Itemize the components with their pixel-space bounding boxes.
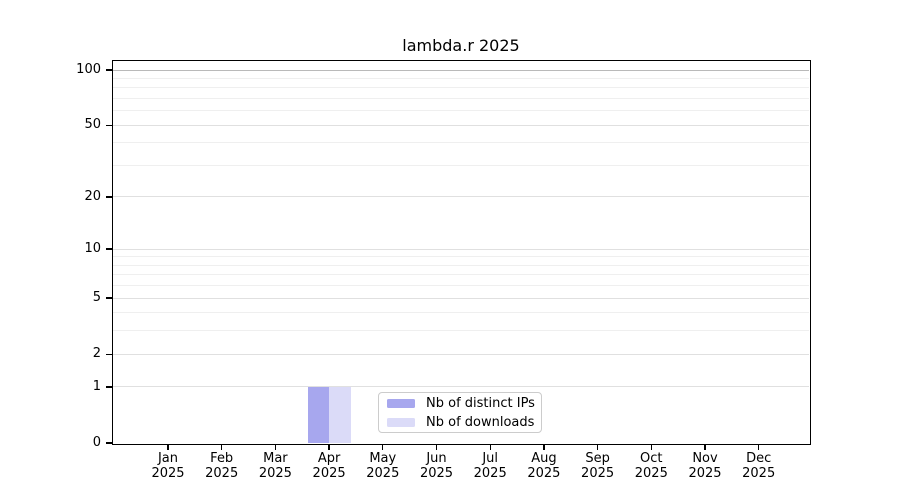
x-tick-year: 2025 bbox=[366, 466, 400, 481]
gridline-y-60 bbox=[113, 110, 809, 112]
y-tick-20 bbox=[106, 196, 112, 198]
x-tick-month: Aug bbox=[531, 451, 557, 466]
x-tick-month: Jul bbox=[482, 451, 499, 466]
x-tick-year: 2025 bbox=[151, 466, 185, 481]
legend-label: Nb of downloads bbox=[426, 414, 535, 430]
x-tick-nov bbox=[704, 444, 706, 450]
x-tick-label-apr: Apr 2025 bbox=[301, 451, 357, 481]
bar-apr-distinct-ips bbox=[307, 386, 330, 443]
x-tick-month: Nov bbox=[692, 451, 718, 466]
x-tick-label-mar: Mar 2025 bbox=[247, 451, 303, 481]
y-tick-label-100: 100 bbox=[76, 62, 101, 77]
x-tick-aug bbox=[543, 444, 545, 450]
gridline-y-7 bbox=[113, 274, 809, 276]
x-tick-jun bbox=[435, 444, 438, 450]
x-tick-sep bbox=[596, 444, 599, 450]
x-tick-year: 2025 bbox=[419, 466, 454, 481]
x-tick-may bbox=[382, 444, 384, 450]
x-tick-label-may: May 2025 bbox=[355, 451, 411, 481]
y-tick-2 bbox=[106, 353, 112, 355]
legend-item-1: Nb of downloads bbox=[387, 414, 541, 430]
y-tick-0 bbox=[106, 442, 112, 444]
x-tick-label-oct: Oct 2025 bbox=[623, 451, 679, 481]
x-tick-label-nov: Nov 2025 bbox=[677, 451, 733, 481]
legend-label: Nb of distinct IPs bbox=[426, 395, 535, 411]
gridline-y-4 bbox=[113, 312, 809, 314]
x-tick-jul bbox=[489, 444, 491, 450]
x-tick-year: 2025 bbox=[688, 466, 722, 481]
x-tick-label-dec: Dec 2025 bbox=[731, 451, 787, 481]
x-tick-year: 2025 bbox=[527, 466, 561, 481]
gridline-y-20 bbox=[113, 196, 809, 198]
y-tick-5 bbox=[106, 297, 112, 299]
x-tick-year: 2025 bbox=[473, 466, 507, 481]
x-tick-label-feb: Feb 2025 bbox=[194, 451, 250, 481]
gridline-y-6 bbox=[113, 285, 809, 287]
legend-swatch-icon bbox=[387, 398, 415, 408]
y-tick-label-5: 5 bbox=[92, 290, 101, 306]
y-tick-100 bbox=[106, 69, 112, 71]
x-tick-year: 2025 bbox=[258, 466, 292, 481]
legend-swatch-icon bbox=[387, 417, 415, 427]
x-tick-month: Oct bbox=[640, 451, 663, 466]
gridline-y-70 bbox=[113, 97, 809, 99]
x-tick-label-sep: Sep 2025 bbox=[570, 451, 626, 481]
x-tick-label-jul: Jul 2025 bbox=[462, 451, 518, 481]
x-tick-year: 2025 bbox=[205, 466, 239, 481]
x-tick-oct bbox=[650, 444, 652, 450]
gridline-y-30 bbox=[113, 164, 809, 166]
y-tick-label-0: 0 bbox=[92, 435, 101, 450]
gridline-y-40 bbox=[113, 142, 809, 144]
bar-apr-downloads bbox=[329, 386, 351, 443]
x-tick-month: Apr bbox=[317, 451, 341, 466]
x-tick-label-aug: Aug 2025 bbox=[516, 451, 572, 481]
x-tick-label-jun: Jun 2025 bbox=[409, 451, 465, 481]
legend-item-0: Nb of distinct IPs bbox=[387, 395, 541, 411]
y-tick-1 bbox=[106, 386, 112, 388]
x-tick-month: Feb bbox=[210, 451, 234, 466]
gridline-y-80 bbox=[113, 87, 809, 89]
x-tick-month: Mar bbox=[263, 451, 288, 466]
x-tick-month: Dec bbox=[746, 451, 772, 466]
x-tick-apr bbox=[328, 444, 330, 450]
y-tick-label-10: 10 bbox=[84, 241, 101, 257]
gridline-y-9 bbox=[113, 256, 809, 258]
x-tick-jan bbox=[167, 444, 169, 450]
x-tick-month: Jun bbox=[426, 451, 447, 466]
gridline-y-5 bbox=[113, 297, 809, 299]
x-tick-month: Jan bbox=[157, 451, 179, 466]
y-tick-10 bbox=[106, 248, 112, 250]
x-tick-dec bbox=[758, 444, 760, 450]
x-tick-label-jan: Jan 2025 bbox=[140, 451, 196, 481]
y-tick-50 bbox=[106, 124, 112, 126]
chart-title: lambda.r 2025 bbox=[402, 36, 520, 55]
y-tick-label-2: 2 bbox=[92, 346, 101, 362]
legend: Nb of distinct IPs Nb of downloads bbox=[378, 392, 542, 433]
plot-area bbox=[111, 59, 811, 445]
x-tick-year: 2025 bbox=[312, 466, 346, 481]
y-tick-label-50: 50 bbox=[84, 117, 101, 133]
x-tick-year: 2025 bbox=[742, 466, 776, 481]
x-tick-month: May bbox=[369, 451, 397, 466]
gridline-y-50 bbox=[113, 124, 809, 126]
y-tick-label-1: 1 bbox=[92, 378, 101, 394]
gridline-y-3 bbox=[113, 330, 809, 332]
gridline-y-10 bbox=[113, 248, 809, 250]
gridline-y-100 bbox=[113, 69, 809, 71]
gridline-y-8 bbox=[113, 264, 809, 266]
x-tick-year: 2025 bbox=[634, 466, 668, 481]
x-tick-month: Sep bbox=[585, 451, 610, 466]
x-tick-year: 2025 bbox=[581, 466, 615, 481]
x-tick-feb bbox=[221, 444, 223, 450]
gridline-y-2 bbox=[113, 353, 809, 355]
gridline-y-90 bbox=[113, 77, 809, 79]
gridline-y-1 bbox=[113, 386, 809, 388]
x-tick-mar bbox=[274, 444, 277, 450]
y-tick-label-20: 20 bbox=[84, 188, 101, 204]
